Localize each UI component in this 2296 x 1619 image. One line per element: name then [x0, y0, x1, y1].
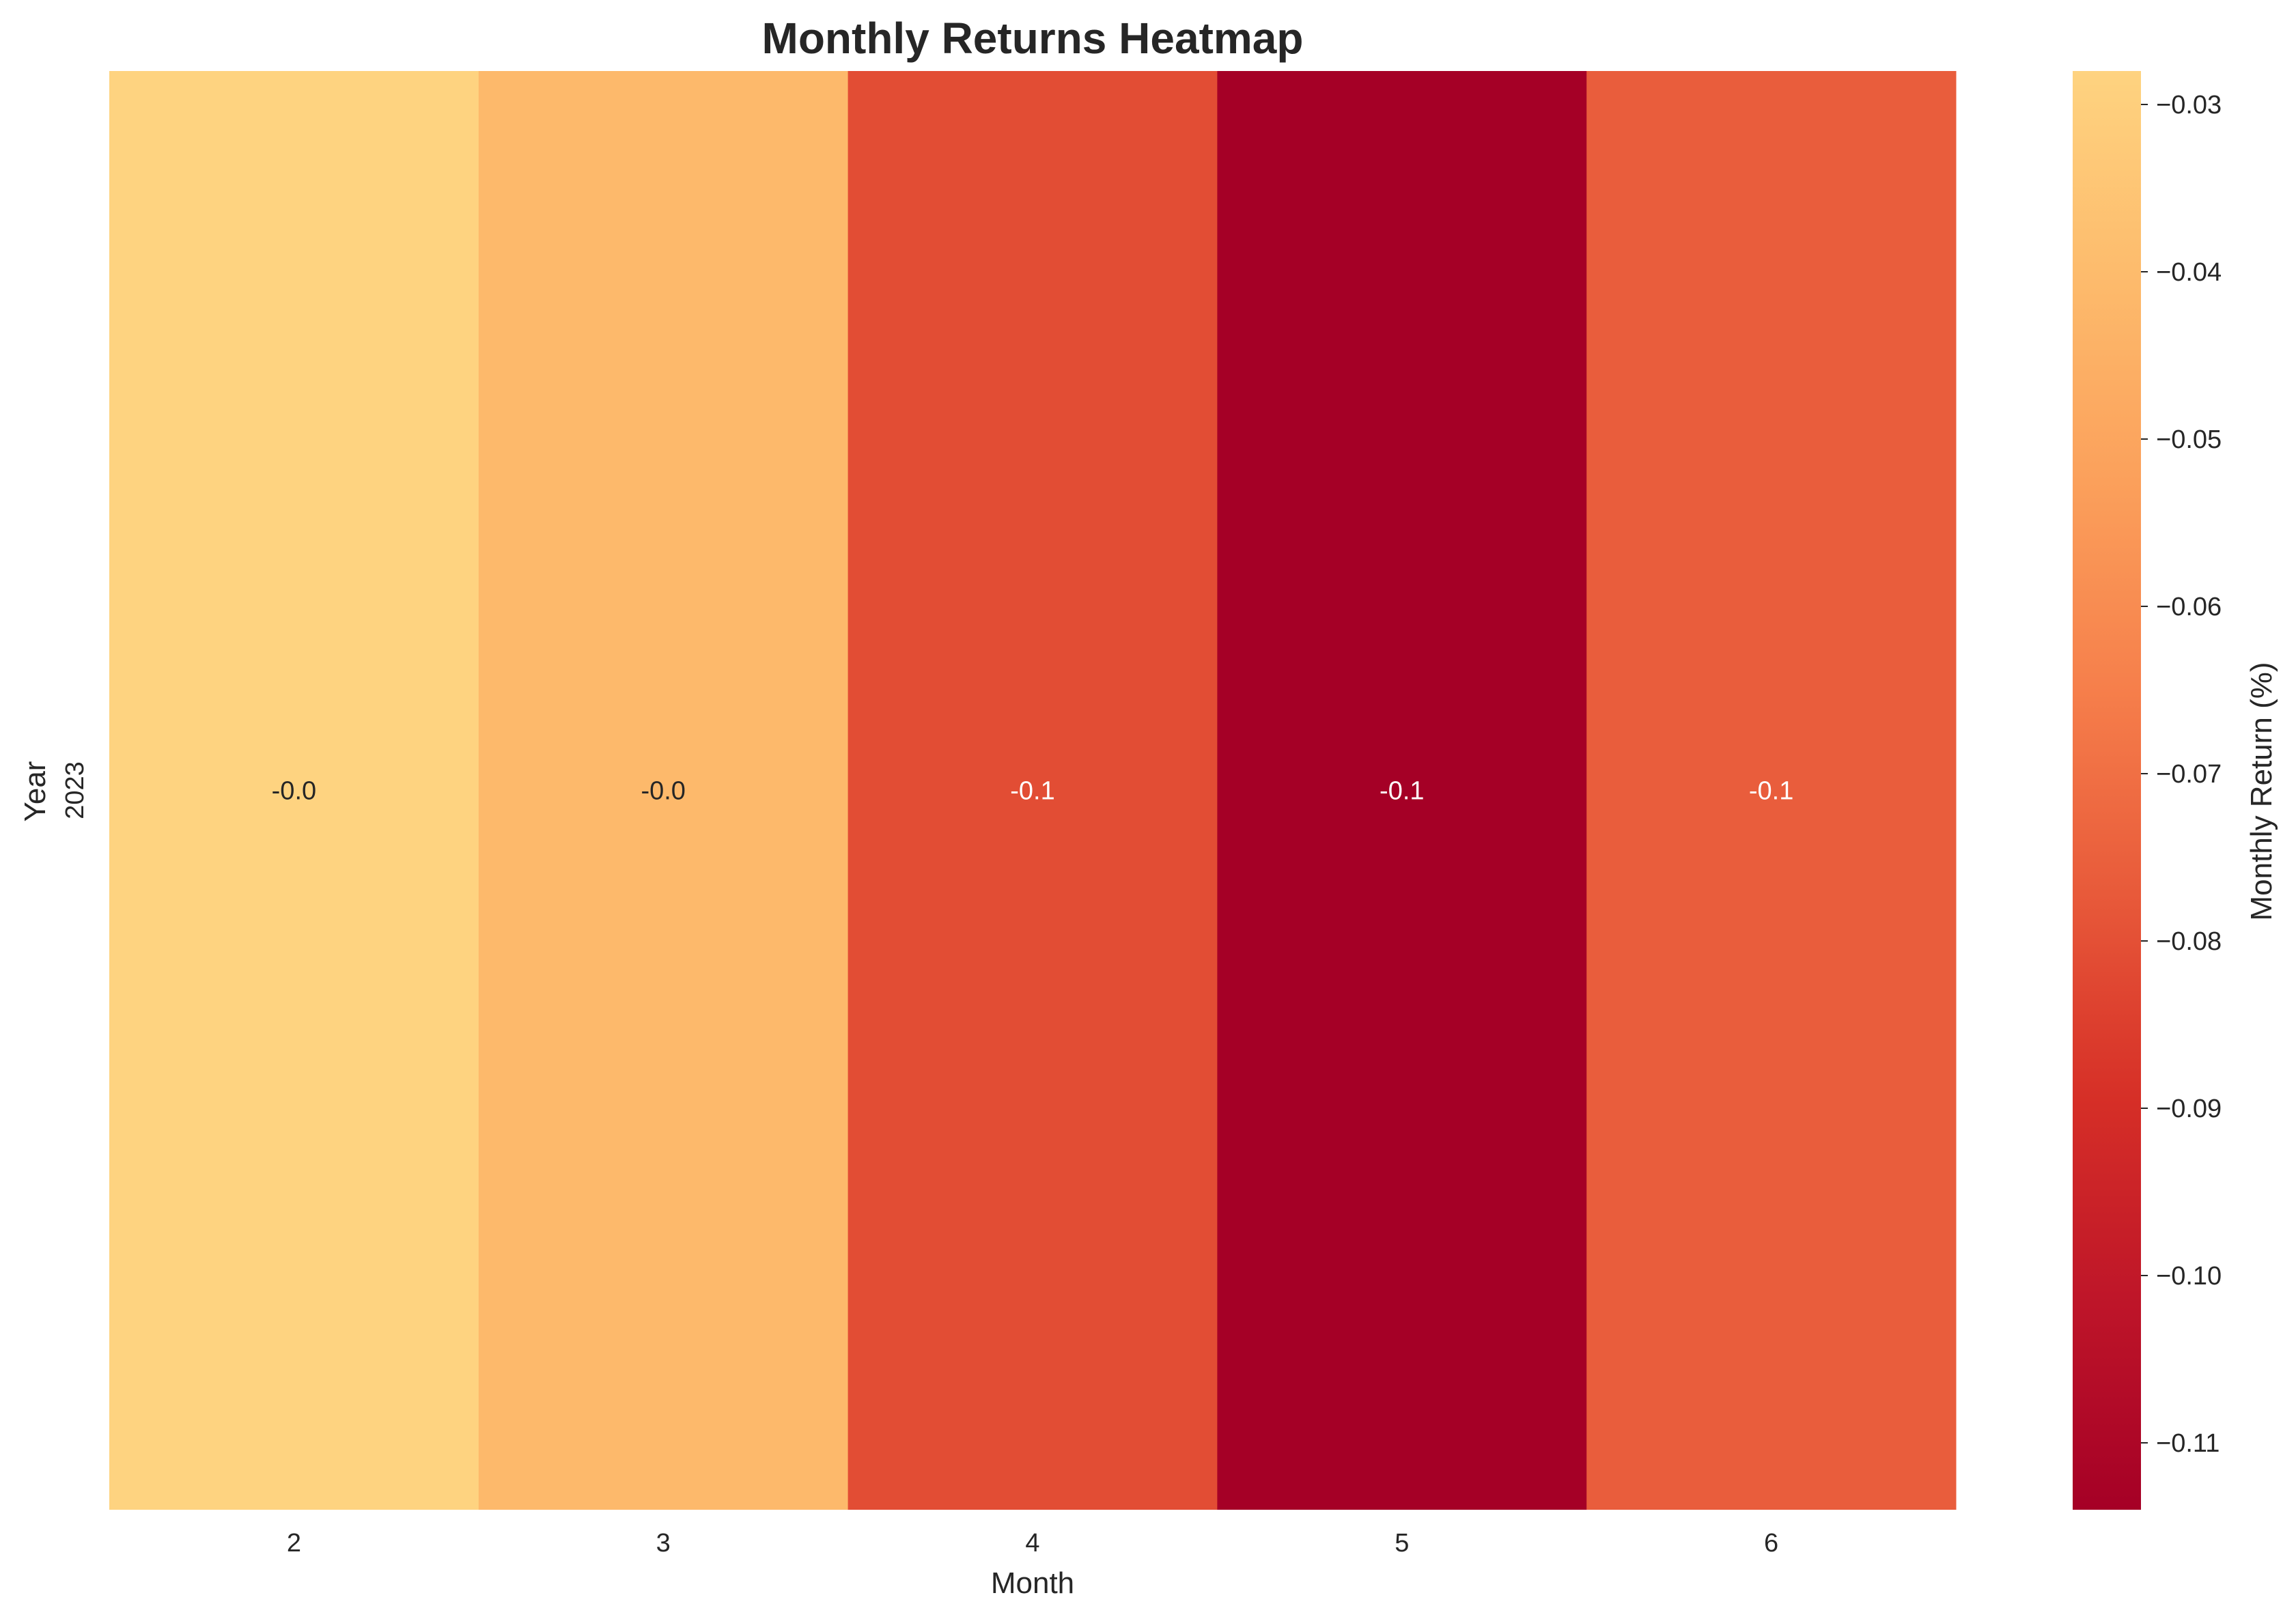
cell-annotation: -0.1	[1749, 777, 1793, 806]
y-tick-labels: 2023	[61, 761, 89, 819]
heatmap-cell	[1217, 71, 1587, 1510]
colorbar-tick-label: −0.07	[2156, 760, 2222, 789]
heatmap-cell	[848, 71, 1218, 1510]
colorbar-tick-label: −0.03	[2156, 91, 2222, 119]
cell-annotations: -0.0 -0.0 -0.1 -0.1 -0.1	[272, 777, 1794, 806]
colorbar	[2073, 71, 2141, 1510]
chart-title: Monthly Returns Heatmap	[762, 14, 1304, 63]
x-tick-label: 2	[287, 1529, 301, 1558]
colorbar-label: Monthly Return (%)	[2245, 662, 2278, 920]
y-tick-label: 2023	[61, 761, 89, 819]
colorbar-tick-label: −0.10	[2156, 1262, 2222, 1291]
colorbar-tick-label: −0.09	[2156, 1095, 2222, 1123]
y-axis-label: Year	[18, 761, 52, 822]
colorbar-tick-label: −0.06	[2156, 593, 2222, 621]
x-tick-label: 4	[1025, 1529, 1039, 1558]
colorbar-tick-label: −0.11	[2156, 1429, 2220, 1458]
cell-annotation: -0.1	[1010, 777, 1054, 806]
colorbar-tick-label: −0.04	[2156, 258, 2222, 287]
x-tick-label: 6	[1764, 1529, 1778, 1558]
heatmap-cell	[478, 71, 849, 1510]
x-tick-label: 5	[1395, 1529, 1409, 1558]
heatmap-cells	[109, 71, 1957, 1510]
colorbar-tick-label: −0.05	[2156, 425, 2222, 454]
cell-annotation: -0.0	[641, 777, 685, 806]
colorbar-tick-label: −0.08	[2156, 927, 2222, 956]
heatmap-cell	[1586, 71, 1957, 1510]
x-tick-labels: 2 3 4 5 6	[287, 1529, 1778, 1558]
x-axis-label: Month	[991, 1566, 1074, 1600]
x-tick-label: 3	[656, 1529, 671, 1558]
heatmap-cell	[109, 71, 479, 1510]
cell-annotation: -0.0	[272, 777, 316, 806]
colorbar-ticks: −0.03 −0.04 −0.05 −0.06 −0.07 −0.08 −0.09 −0.10…	[2141, 91, 2222, 1458]
cell-annotation: -0.1	[1380, 777, 1424, 806]
